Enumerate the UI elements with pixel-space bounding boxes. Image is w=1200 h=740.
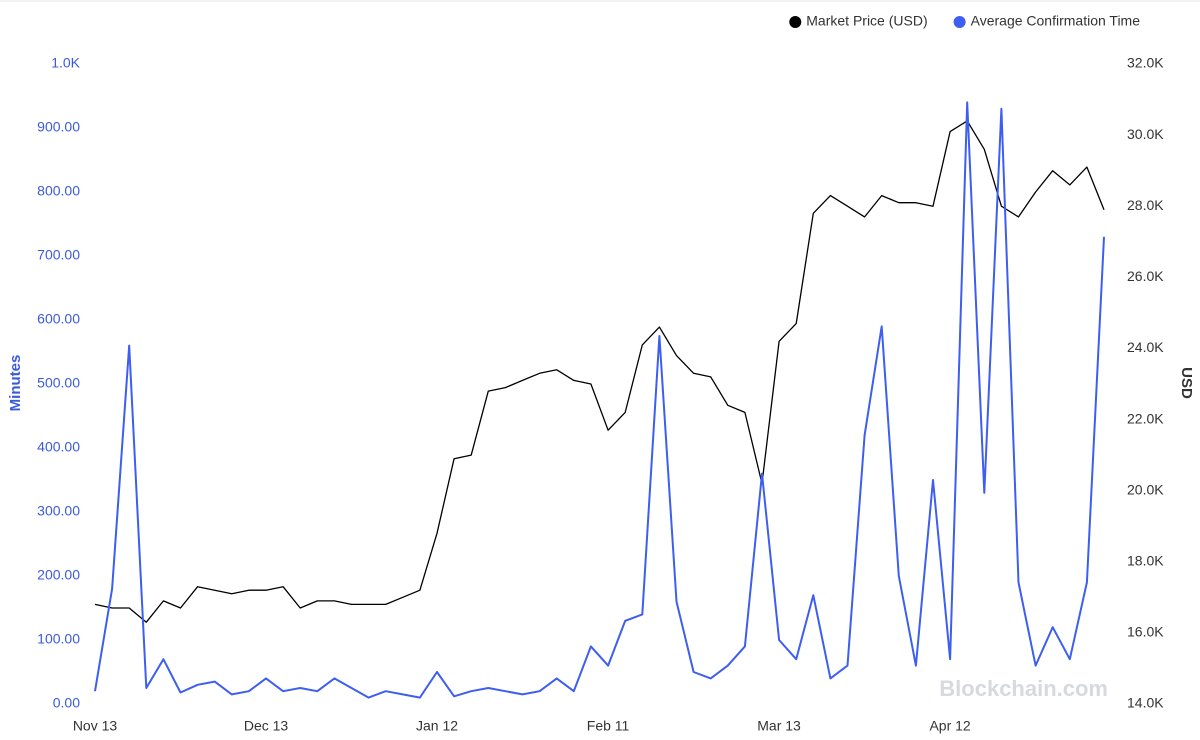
x-tick-label: Feb 11 bbox=[587, 718, 630, 734]
y-axis-title: Minutes bbox=[7, 355, 24, 412]
y-tick-label: 1.0K bbox=[51, 55, 80, 71]
y-tick-label: 300.00 bbox=[37, 503, 80, 519]
y2-tick-label: 20.0K bbox=[1127, 481, 1164, 497]
y2-tick-label: 18.0K bbox=[1127, 552, 1164, 568]
legend-label: Market Price (USD) bbox=[806, 13, 927, 29]
y-tick-label: 900.00 bbox=[37, 119, 80, 135]
y2-tick-label: 14.0K bbox=[1127, 695, 1164, 711]
y-tick-label: 0.00 bbox=[53, 695, 80, 711]
x-tick-label: Nov 13 bbox=[73, 718, 118, 734]
y2-tick-label: 30.0K bbox=[1127, 126, 1164, 142]
x-tick-label: Mar 13 bbox=[757, 718, 801, 734]
y-tick-label: 800.00 bbox=[37, 183, 80, 199]
y-tick-label: 600.00 bbox=[37, 311, 80, 327]
y2-tick-label: 24.0K bbox=[1127, 339, 1164, 355]
legend-marker bbox=[953, 16, 966, 28]
x-tick-label: Apr 12 bbox=[929, 718, 970, 734]
y2-tick-label: 28.0K bbox=[1127, 197, 1164, 213]
y-tick-label: 500.00 bbox=[37, 375, 80, 391]
y2-axis-title: USD bbox=[1178, 367, 1195, 399]
series-line bbox=[94, 101, 1105, 699]
legend-label: Average Confirmation Time bbox=[971, 13, 1141, 29]
x-tick-label: Jan 12 bbox=[416, 718, 458, 734]
y2-tick-label: 26.0K bbox=[1127, 268, 1164, 284]
y-tick-label: 400.00 bbox=[37, 439, 80, 455]
x-tick-label: Dec 13 bbox=[244, 718, 289, 734]
watermark: Blockchain.com bbox=[939, 676, 1108, 701]
y2-tick-label: 22.0K bbox=[1127, 410, 1164, 426]
y-tick-label: 100.00 bbox=[37, 631, 80, 647]
legend-marker bbox=[789, 16, 802, 28]
y2-tick-label: 16.0K bbox=[1127, 624, 1164, 640]
y-tick-label: 200.00 bbox=[37, 567, 80, 583]
series-line bbox=[94, 120, 1105, 623]
y-tick-label: 700.00 bbox=[37, 247, 80, 263]
y2-tick-label: 32.0K bbox=[1127, 55, 1164, 71]
